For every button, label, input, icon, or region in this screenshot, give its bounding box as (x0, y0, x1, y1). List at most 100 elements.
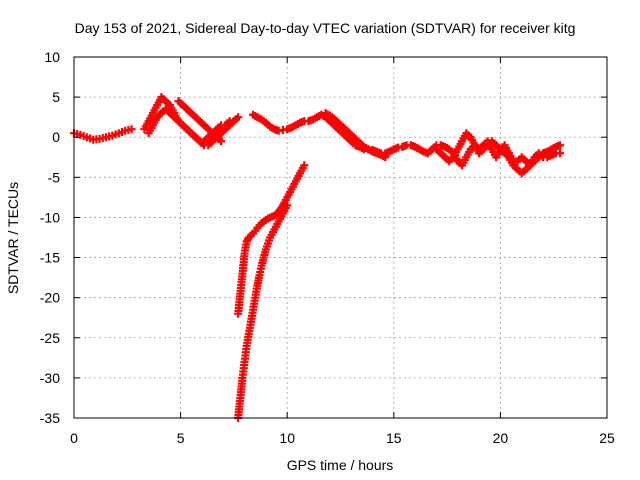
series-lower-2 (234, 201, 292, 422)
data-point-fill (413, 144, 422, 153)
data-point-fill (519, 167, 528, 176)
data-point-fill (447, 147, 456, 156)
data-point-fill (259, 256, 268, 265)
data-point-fill (246, 231, 255, 240)
data-point-fill (147, 123, 156, 132)
data-point-fill (438, 142, 447, 151)
data-point-fill (281, 196, 290, 205)
data-point-fill (163, 99, 172, 108)
data-point-fill (529, 155, 538, 164)
series-main-3 (174, 97, 226, 146)
data-point-fill (254, 273, 263, 282)
data-point-fill (553, 142, 562, 151)
y-tick-label: -25 (40, 330, 60, 346)
data-point-fill (151, 115, 160, 124)
data-point-fill (264, 120, 273, 129)
data-point-fill (391, 144, 400, 153)
data-point-fill (345, 128, 354, 137)
data-point-fill (511, 163, 520, 172)
data-point-fill (117, 128, 126, 137)
x-tick-label: 5 (177, 430, 185, 446)
data-point-fill (293, 119, 302, 128)
chart-title: Day 153 of 2021, Sidereal Day-to-day VTE… (75, 20, 576, 36)
data-point-fill (264, 214, 273, 223)
data-points (70, 93, 565, 422)
data-point-fill (477, 143, 486, 152)
y-tick-label: -5 (48, 169, 61, 185)
data-point-fill (286, 188, 295, 197)
data-point-fill (147, 111, 156, 120)
data-point-fill (536, 151, 545, 160)
data-point-fill (105, 132, 114, 141)
y-tick-label: -10 (40, 209, 60, 225)
axis-ticks: 0 5 10 15 20 25 10 5 0 -5 -10 -15 -20 -25 -30 -35 (40, 49, 615, 446)
data-point-fill (243, 235, 252, 244)
data-point-fill (310, 114, 319, 123)
data-point-fill (73, 130, 82, 139)
data-point-fill (193, 115, 202, 124)
data-point-fill (494, 147, 503, 156)
data-point-fill (400, 142, 409, 151)
data-point-fill (336, 120, 345, 129)
data-point-fill (185, 107, 194, 116)
data-point-fill (464, 131, 473, 140)
data-point-fill (176, 119, 185, 128)
data-point-fill (172, 115, 181, 124)
data-point-fill (261, 248, 270, 257)
data-point-fill (180, 123, 189, 132)
data-point-fill (180, 103, 189, 112)
x-tick-label: 10 (279, 430, 295, 446)
series-main-5 (321, 109, 390, 162)
data-point-fill (176, 99, 185, 108)
data-point-fill (197, 119, 206, 128)
plot-frame (73, 56, 608, 419)
data-point-fill (507, 154, 516, 163)
data-point-fill (332, 116, 341, 125)
data-point-fill (189, 111, 198, 120)
data-point-fill (323, 110, 332, 119)
data-point-fill (366, 146, 375, 155)
data-point-fill (357, 140, 366, 149)
data-point-fill (223, 119, 232, 128)
data-point-fill (79, 132, 88, 141)
data-point-fill (545, 152, 554, 161)
series-lower-1 (234, 161, 309, 318)
data-point-fill (219, 127, 228, 136)
data-point-fill (259, 217, 268, 226)
data-point-fill (255, 221, 264, 230)
data-point-fill (417, 146, 426, 155)
data-point-fill (272, 126, 281, 135)
data-point-fill (503, 146, 512, 155)
grid (74, 57, 607, 418)
y-tick-label: -20 (40, 290, 60, 306)
series-main-7 (436, 137, 565, 170)
data-point-fill (438, 151, 447, 160)
y-tick-label: -15 (40, 250, 60, 266)
data-point-fill (349, 132, 358, 141)
data-point-fill (465, 147, 474, 156)
x-tick-label: 0 (70, 430, 78, 446)
data-point-fill (268, 228, 277, 237)
data-point-fill (362, 144, 371, 153)
data-point-fill (379, 152, 388, 161)
data-point-fill (353, 136, 362, 145)
data-point-fill (214, 123, 223, 132)
data-point-fill (460, 155, 469, 164)
data-point-fill (151, 103, 160, 112)
data-point-fill (298, 163, 307, 172)
data-point-fill (289, 122, 298, 131)
data-point-fill (277, 212, 286, 221)
series-main-0 (70, 125, 136, 144)
data-point-fill (434, 147, 443, 156)
data-point-fill (387, 146, 396, 155)
data-point-fill (210, 131, 219, 140)
data-point-fill (189, 131, 198, 140)
data-point-fill (202, 135, 211, 144)
data-point-fill (124, 126, 133, 135)
y-axis-label: SDTVAR / TECUs (5, 182, 21, 294)
data-point-fill (268, 123, 277, 132)
data-point-fill (340, 124, 349, 133)
data-point-fill (202, 123, 211, 132)
